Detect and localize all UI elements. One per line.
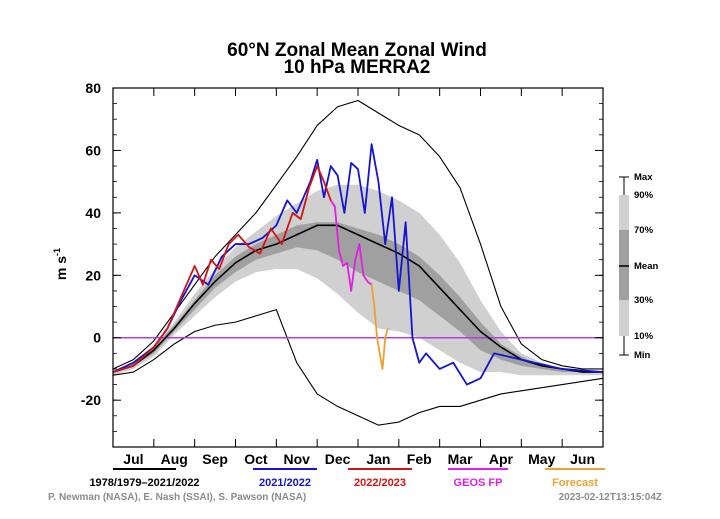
- x-tick-label: Dec: [325, 451, 351, 467]
- key-mid-band: [619, 230, 629, 300]
- x-tick-label: Jan: [366, 451, 390, 467]
- y-axis-label: m s-1: [52, 248, 69, 280]
- key-label: Min: [634, 350, 651, 361]
- legend-label: Forecast: [552, 477, 598, 489]
- x-tick-label: Feb: [407, 451, 432, 467]
- series-line-forecast: [370, 284, 389, 370]
- x-tick-label: Aug: [161, 451, 188, 467]
- series-line-geos-fp: [330, 199, 373, 292]
- x-tick-label: Jul: [123, 451, 143, 467]
- key-label: 10%: [634, 331, 654, 342]
- y-tick-label: 60: [85, 142, 101, 158]
- y-tick-label: 40: [85, 205, 101, 221]
- y-tick-label: 0: [93, 330, 101, 346]
- band-10-90: [113, 184, 603, 376]
- percentile-key: Max 90% 70% Mean 30% 10% Min: [619, 172, 658, 361]
- y-tick-label: -20: [81, 392, 101, 408]
- y-tick-label: 20: [85, 267, 101, 283]
- max-line: [112, 99, 603, 370]
- x-tick-label: Jun: [570, 451, 595, 467]
- key-label: 70%: [634, 225, 654, 236]
- x-tick-label: Apr: [489, 451, 514, 467]
- legend-label: GEOS FP: [454, 477, 503, 489]
- band-30-70: [113, 222, 603, 373]
- y-tick-label: 80: [85, 80, 101, 96]
- x-tick-label: Sep: [202, 451, 228, 467]
- chart-subtitle: 10 hPa MERRA2: [284, 57, 431, 78]
- legend-label: 1978/1979–2021/2022: [89, 477, 199, 489]
- legend-label: 2022/2023: [354, 477, 406, 489]
- series-line-2022-2023: [112, 165, 332, 373]
- chart-title: 60°N Zonal Mean Zonal Wind: [227, 40, 487, 61]
- legend: 1978/1979–2021/2022 2021/2022 2022/2023 GEO…: [89, 468, 605, 489]
- key-label: 90%: [634, 190, 654, 201]
- plot-area: 80 60 40 20 0 -20 Jul Aug Sep Oct Nov Dec Jan Feb Mar A…: [81, 80, 604, 467]
- key-label: Mean: [634, 261, 658, 272]
- credit-right: 2023-02-12T13:15:04Z: [559, 492, 662, 503]
- key-label: 30%: [634, 295, 654, 306]
- x-tick-label: May: [528, 451, 555, 467]
- x-tick-label: Mar: [448, 451, 473, 467]
- legend-label: 2021/2022: [259, 477, 311, 489]
- min-line: [112, 309, 604, 426]
- credit-left: P. Newman (NASA), E. Nash (SSAI), S. Paw…: [48, 492, 306, 503]
- key-label: Max: [634, 172, 653, 183]
- x-tick-label: Oct: [244, 451, 268, 467]
- x-tick-label: Nov: [284, 451, 311, 467]
